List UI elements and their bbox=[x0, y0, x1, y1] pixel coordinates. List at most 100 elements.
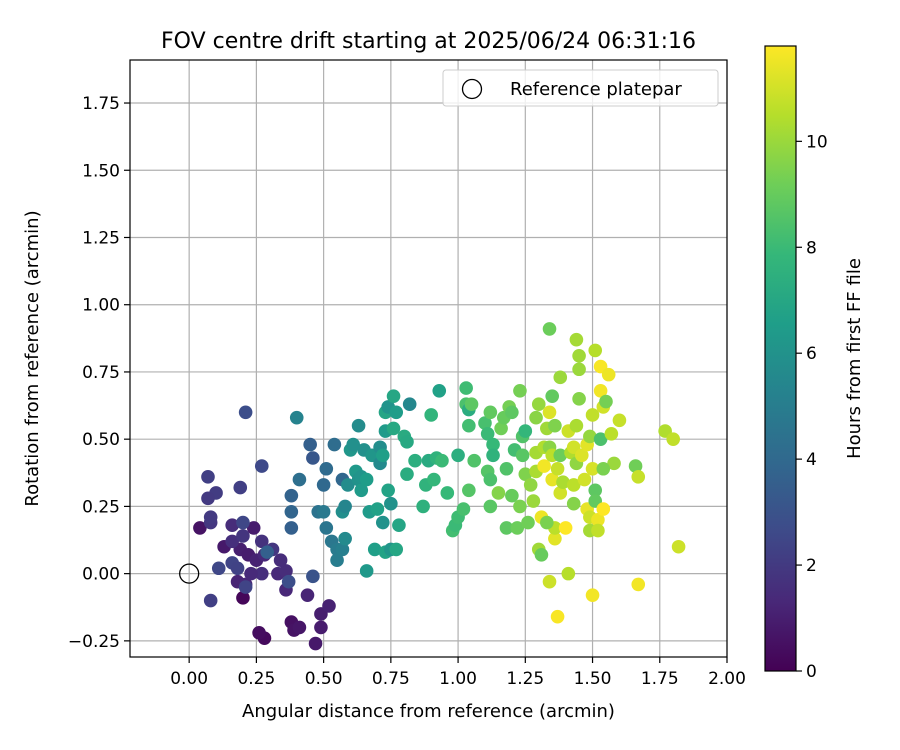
data-point bbox=[553, 370, 568, 385]
x-tick-label: 2.00 bbox=[708, 669, 746, 689]
data-point bbox=[341, 478, 355, 492]
data-point bbox=[370, 502, 385, 516]
data-point bbox=[572, 362, 586, 377]
data-point bbox=[491, 486, 506, 500]
data-point bbox=[367, 542, 382, 557]
data-point bbox=[408, 453, 422, 468]
colorbar-tick-label: 2 bbox=[806, 556, 817, 576]
x-tick-label: 0.25 bbox=[237, 669, 275, 689]
data-point bbox=[416, 499, 430, 514]
data-point bbox=[607, 456, 621, 471]
data-point bbox=[542, 322, 557, 336]
data-point bbox=[314, 620, 328, 635]
grid bbox=[130, 60, 728, 657]
data-point bbox=[427, 472, 441, 487]
data-point bbox=[230, 561, 245, 576]
data-point bbox=[553, 448, 568, 463]
plot-frame bbox=[129, 59, 728, 658]
data-point bbox=[483, 499, 498, 514]
data-point bbox=[351, 418, 366, 433]
data-point bbox=[464, 397, 479, 412]
data-point bbox=[591, 523, 605, 538]
data-point bbox=[284, 504, 299, 519]
data-point bbox=[480, 426, 495, 441]
y-tick-label: −0.25 bbox=[68, 632, 120, 652]
data-point bbox=[499, 461, 514, 476]
data-point bbox=[281, 574, 296, 589]
data-point bbox=[569, 418, 584, 433]
data-point bbox=[483, 472, 498, 487]
data-point bbox=[289, 410, 304, 425]
data-point bbox=[566, 478, 581, 492]
y-tick-label: 1.00 bbox=[82, 296, 120, 316]
data-point bbox=[505, 405, 519, 420]
data-point bbox=[478, 416, 492, 430]
y-tick-label: 0.50 bbox=[82, 430, 120, 450]
data-point bbox=[254, 534, 269, 549]
x-axis-label: Angular distance from reference (arcmin) bbox=[242, 701, 615, 722]
data-point bbox=[456, 502, 471, 516]
data-point bbox=[459, 381, 473, 395]
colorbar-label: Hours from first FF file bbox=[844, 258, 865, 459]
x-tick-label: 1.75 bbox=[641, 669, 679, 689]
data-point bbox=[400, 435, 414, 449]
data-point bbox=[666, 432, 681, 446]
data-point bbox=[303, 437, 317, 452]
data-point bbox=[402, 397, 417, 412]
data-point bbox=[572, 392, 586, 406]
data-point bbox=[585, 408, 600, 422]
data-point bbox=[386, 421, 401, 436]
reference-layer bbox=[179, 563, 200, 584]
data-point bbox=[386, 389, 401, 403]
data-point bbox=[574, 448, 589, 463]
y-tick-label: 1.25 bbox=[82, 228, 120, 248]
data-point bbox=[225, 518, 239, 533]
y-tick-label: 1.50 bbox=[82, 161, 120, 181]
y-tick-label: 0.00 bbox=[82, 565, 120, 585]
data-point bbox=[585, 461, 600, 476]
data-point bbox=[236, 515, 250, 530]
data-point bbox=[494, 421, 508, 436]
data-point bbox=[319, 521, 334, 535]
data-point bbox=[203, 593, 218, 608]
x-tick-label: 1.00 bbox=[439, 669, 477, 689]
data-point bbox=[548, 418, 562, 433]
data-point bbox=[306, 569, 320, 584]
data-point bbox=[462, 483, 476, 498]
colorbar-tick-label: 8 bbox=[806, 238, 817, 258]
x-tick-label: 1.25 bbox=[506, 669, 544, 689]
data-point bbox=[236, 529, 250, 543]
data-point bbox=[384, 496, 398, 511]
colorbar-ticks: 0 2 4 6 8 10 bbox=[796, 132, 828, 682]
data-point bbox=[279, 564, 293, 578]
data-point bbox=[284, 488, 299, 503]
data-point bbox=[389, 542, 404, 557]
data-point bbox=[505, 488, 519, 503]
data-point bbox=[513, 499, 527, 514]
data-point bbox=[335, 542, 350, 557]
data-point bbox=[273, 553, 288, 567]
data-point bbox=[596, 461, 611, 476]
data-point bbox=[467, 453, 482, 468]
data-point bbox=[193, 521, 207, 535]
data-point bbox=[599, 394, 613, 409]
data-point bbox=[545, 389, 560, 403]
data-point bbox=[593, 383, 608, 398]
colorbar-gradient bbox=[764, 45, 797, 672]
data-point bbox=[486, 448, 500, 463]
data-point bbox=[236, 591, 250, 605]
data-point bbox=[588, 343, 603, 358]
data-point bbox=[572, 349, 586, 363]
data-point bbox=[566, 496, 581, 511]
data-point bbox=[548, 531, 562, 546]
data-point bbox=[483, 405, 498, 420]
data-point bbox=[526, 494, 541, 508]
data-point bbox=[300, 588, 315, 602]
data-point bbox=[585, 588, 600, 602]
data-point bbox=[375, 448, 390, 463]
data-point bbox=[440, 486, 455, 500]
data-point bbox=[225, 534, 239, 549]
data-point bbox=[612, 413, 627, 428]
legend: Reference platepar bbox=[442, 69, 719, 107]
